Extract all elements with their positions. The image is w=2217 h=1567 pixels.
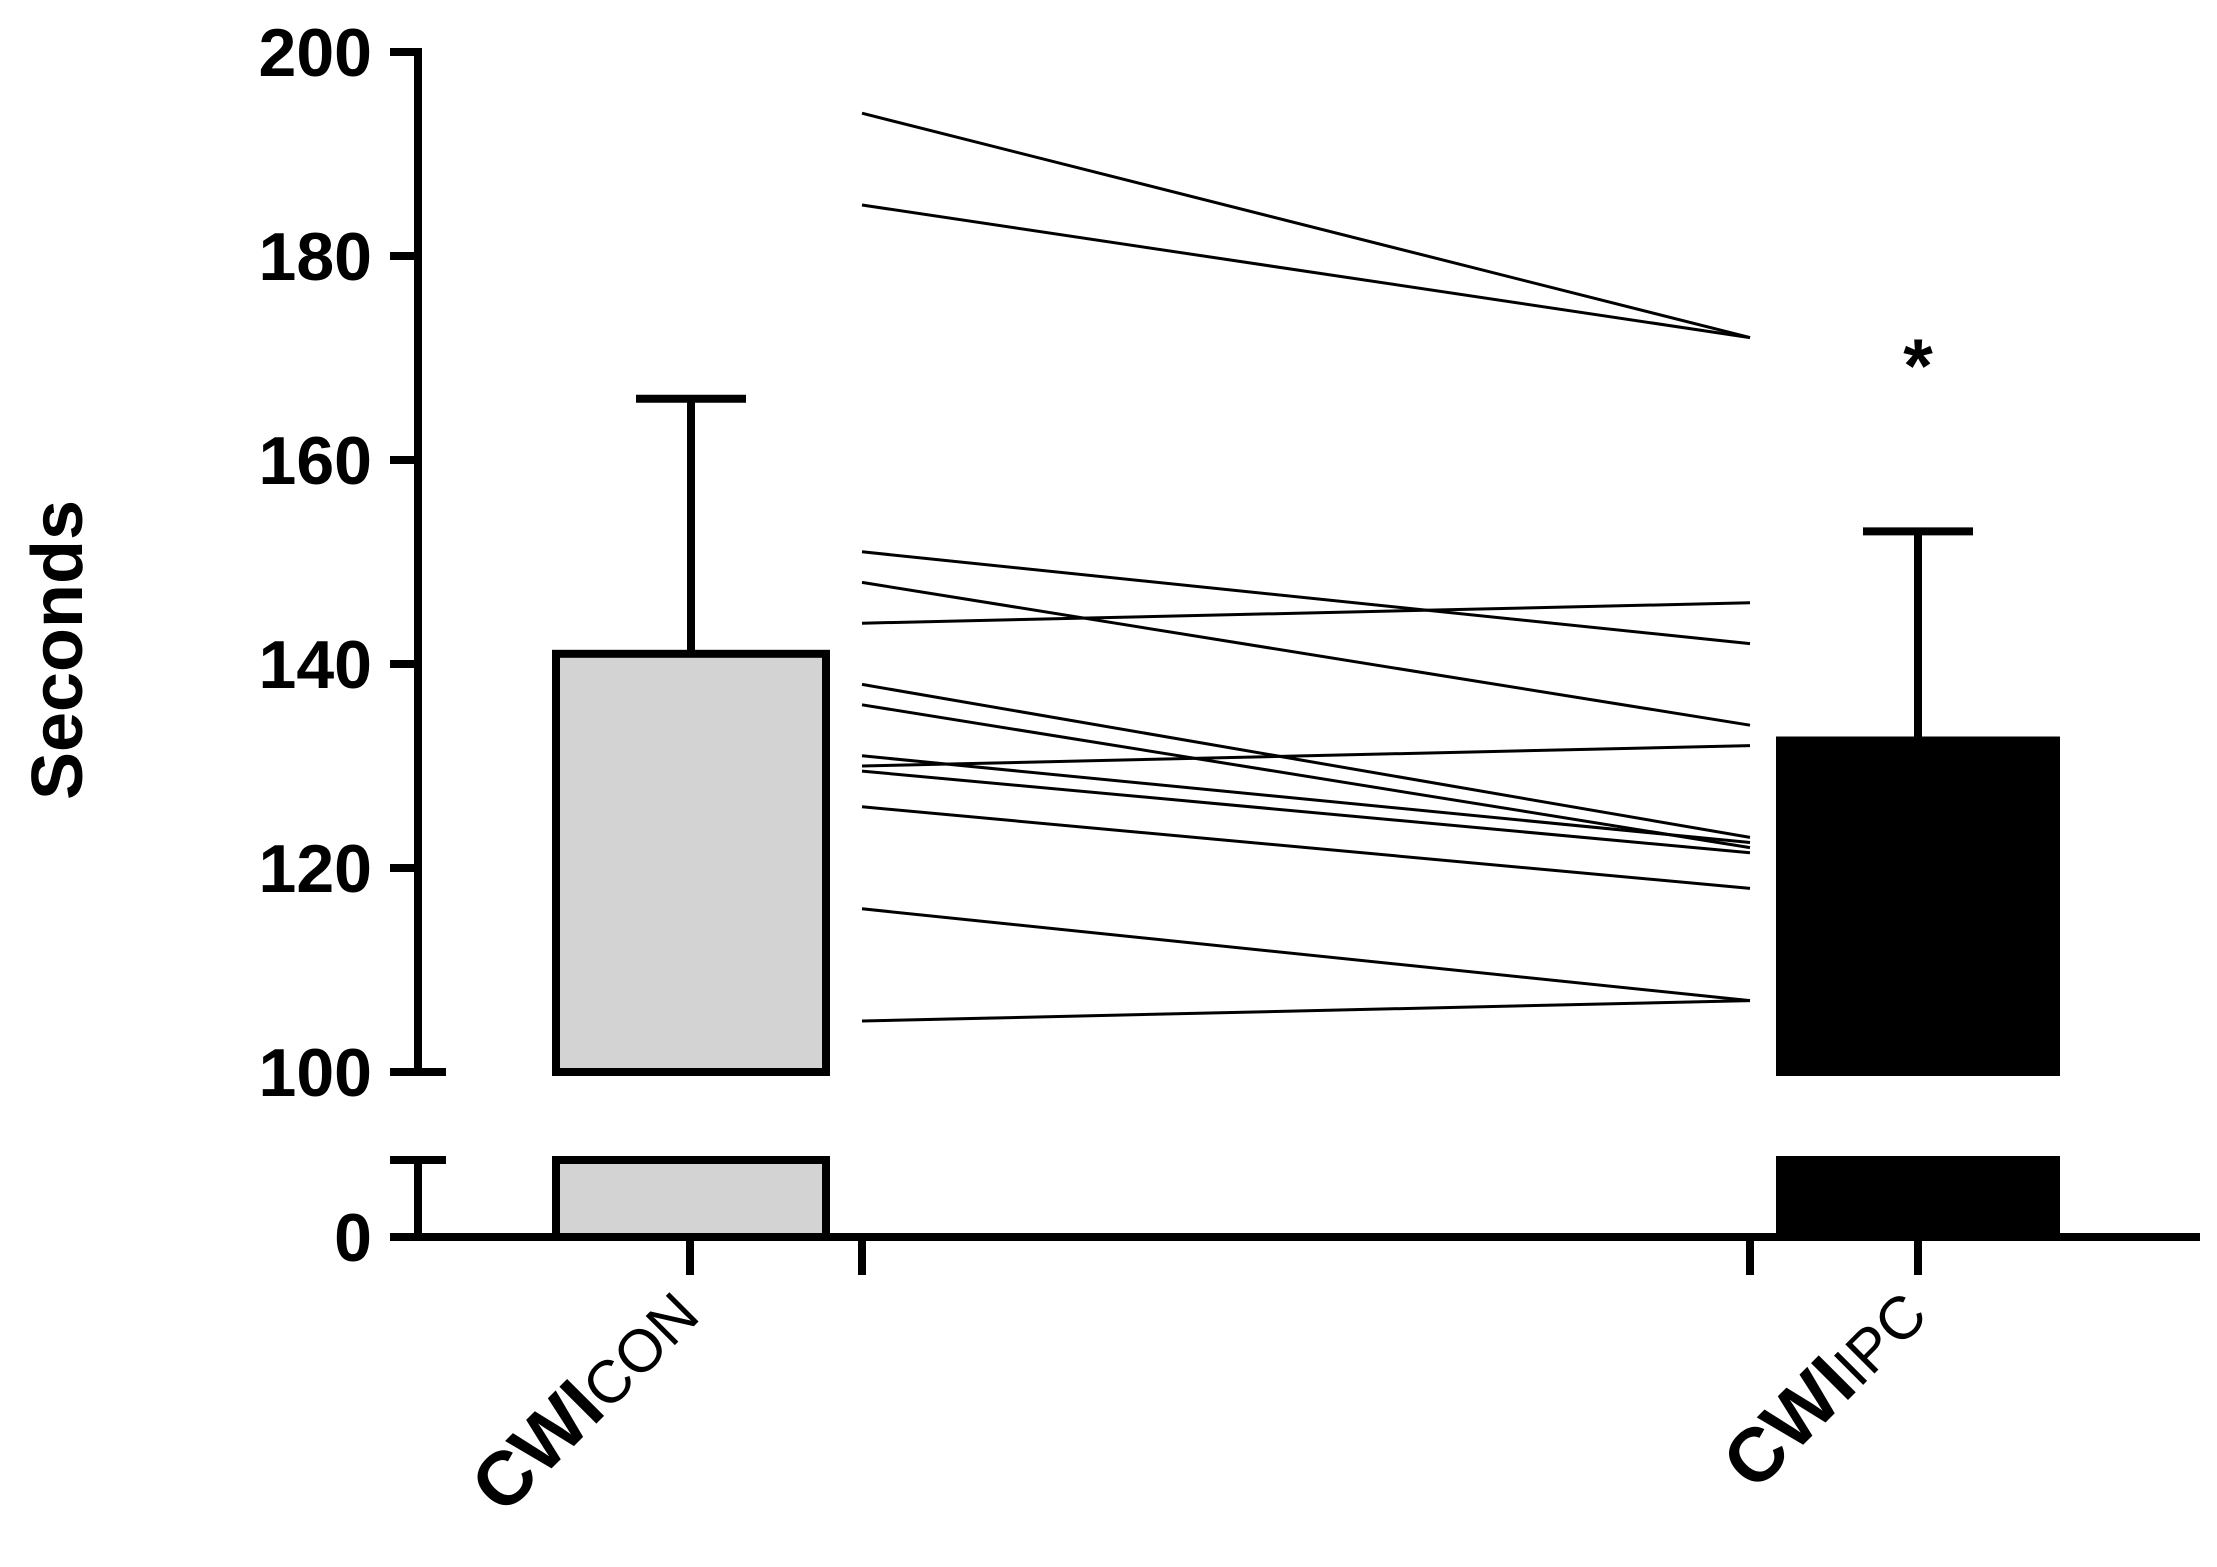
paired-line-13	[861, 999, 1751, 1023]
bars-layer	[552, 394, 2060, 1241]
paired-line-4	[861, 580, 1751, 727]
y-tick-label-0: 0	[334, 1200, 372, 1276]
paired-line-10	[861, 769, 1751, 855]
y-tick-label-200: 200	[259, 15, 372, 91]
y-axis-label: Seconds	[18, 500, 98, 800]
y-tick-label-140: 140	[259, 627, 372, 703]
bar-con-upper	[552, 649, 830, 1076]
paired-line-6	[861, 682, 1751, 839]
category-label-con: CWICON	[455, 1270, 714, 1529]
axes-layer	[390, 48, 2200, 1275]
significance-asterisk: *	[1903, 324, 1933, 409]
paired-line-12	[861, 907, 1751, 1003]
category-label-ipc: CWIIPC	[1707, 1270, 1942, 1505]
y-tick-label-180: 180	[259, 219, 372, 295]
text-layer: 200 180 160 140 120 100 0 CWICON CWIIPC Seconds *	[18, 15, 1942, 1529]
paired-line-7	[861, 703, 1751, 850]
paired-line-11	[861, 805, 1751, 890]
paired-line-5	[861, 601, 1751, 625]
paired-lines-layer	[861, 111, 1751, 1023]
y-tick-label-160: 160	[259, 423, 372, 499]
paired-line-2	[861, 203, 1751, 340]
y-tick-label-100: 100	[259, 1035, 372, 1111]
bar-con-lower	[552, 1156, 830, 1241]
bar-ipc-lower	[1776, 1156, 2060, 1241]
bar-ipc-upper	[1776, 736, 2060, 1076]
paired-line-9	[861, 744, 1751, 768]
paired-line-3	[861, 550, 1751, 646]
paired-line-8	[861, 754, 1751, 844]
paired-line-1	[861, 111, 1751, 340]
y-tick-label-120: 120	[259, 831, 372, 907]
